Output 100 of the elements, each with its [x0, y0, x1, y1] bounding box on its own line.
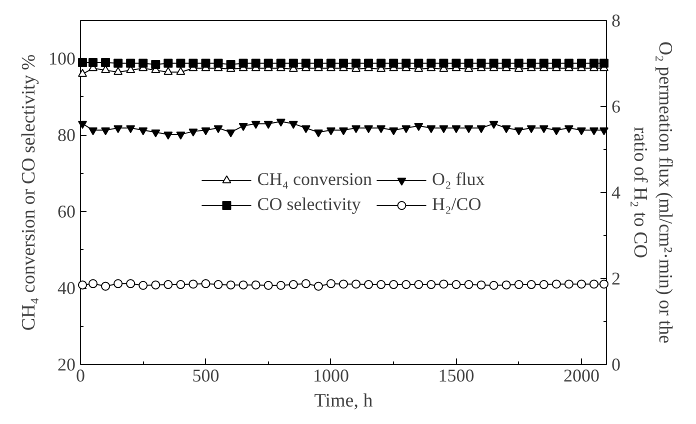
x-tick-label: 500: [192, 366, 220, 386]
point: [402, 125, 411, 134]
point: [464, 280, 474, 290]
point: [264, 280, 273, 290]
point: [539, 280, 548, 290]
point: [489, 120, 498, 129]
point: [476, 280, 486, 290]
point: [151, 129, 160, 138]
y-tick-label: 60: [58, 202, 76, 222]
point: [514, 280, 524, 290]
point: [514, 127, 524, 136]
point: [339, 280, 348, 289]
point: [489, 280, 498, 290]
point: [78, 280, 88, 290]
point: [314, 282, 323, 291]
point: [352, 125, 361, 134]
legend-label: H₂/CO: [432, 194, 482, 215]
point: [526, 280, 536, 290]
point: [402, 280, 411, 290]
point: [339, 127, 348, 136]
point: [226, 129, 236, 138]
point: [476, 125, 486, 134]
point: [552, 127, 561, 136]
point: [414, 280, 424, 290]
point: [188, 280, 198, 289]
point: [426, 125, 436, 134]
point: [126, 125, 136, 134]
point: [364, 280, 374, 290]
point: [326, 127, 336, 136]
point: [539, 125, 548, 134]
point: [376, 125, 386, 134]
point: [138, 280, 148, 290]
point: [164, 132, 173, 140]
point: [589, 280, 598, 289]
point: [251, 280, 260, 290]
point: [376, 280, 386, 290]
point: [251, 120, 260, 129]
point: [502, 280, 511, 290]
point: [564, 125, 574, 134]
point: [151, 280, 160, 290]
legend-label: CH₄ conversion: [257, 169, 372, 190]
point: [88, 127, 98, 136]
point: [301, 279, 310, 288]
point: [226, 280, 236, 290]
point: [599, 127, 608, 136]
point: [426, 280, 436, 290]
point: [88, 279, 98, 288]
point: [201, 127, 210, 136]
point: [599, 280, 608, 289]
point: [352, 280, 361, 289]
point: [101, 282, 110, 291]
point: [439, 125, 448, 134]
point: [564, 280, 574, 289]
point: [552, 280, 561, 289]
x-axis-title: Time, h: [314, 390, 374, 412]
point: [276, 280, 286, 290]
point: [214, 125, 223, 134]
x-tick-label: 1000: [312, 366, 349, 386]
y2-tick-label: 6: [612, 96, 620, 116]
point: [288, 120, 298, 129]
point: [176, 132, 186, 140]
point: [101, 127, 110, 136]
point: [164, 280, 173, 290]
y2-tick-label: 4: [612, 182, 620, 202]
y-tick-label: 40: [58, 278, 76, 298]
point: [526, 125, 536, 134]
point: [502, 125, 511, 134]
point: [138, 127, 148, 136]
y2-tick-label: 2: [612, 268, 620, 288]
point: [389, 127, 398, 136]
point: [389, 280, 398, 290]
point: [264, 120, 273, 129]
point: [589, 127, 598, 136]
point: [301, 125, 310, 134]
y-axis-title: CH₄ conversion or CO selectivity %: [18, 54, 40, 331]
point: [201, 279, 210, 288]
point: [452, 125, 461, 134]
point: [238, 280, 248, 290]
point: [126, 279, 136, 288]
x-tick-label: 1500: [438, 366, 474, 386]
point: [326, 279, 336, 288]
y2-tick-label: 8: [612, 10, 620, 30]
point: [238, 123, 248, 131]
point: [114, 125, 123, 134]
point: [214, 280, 223, 290]
y2-axis-title: O₂ permeation flux (ml/cm²·min) or the ratio of H₂ to CO: [630, 42, 676, 344]
point: [276, 118, 286, 127]
y-tick-label: 20: [58, 354, 76, 374]
point: [452, 280, 461, 290]
point: [576, 280, 586, 289]
y-tick-label: 80: [58, 125, 76, 146]
point: [176, 280, 186, 290]
point: [364, 125, 374, 134]
legend-label: CO selectivity: [257, 194, 361, 215]
point: [464, 125, 474, 134]
legend-label: O₂ flux: [432, 169, 485, 190]
y-tick-label: 100: [48, 48, 76, 69]
point: [314, 129, 323, 138]
x-tick-label: 2000: [563, 366, 600, 386]
point: [576, 127, 586, 136]
